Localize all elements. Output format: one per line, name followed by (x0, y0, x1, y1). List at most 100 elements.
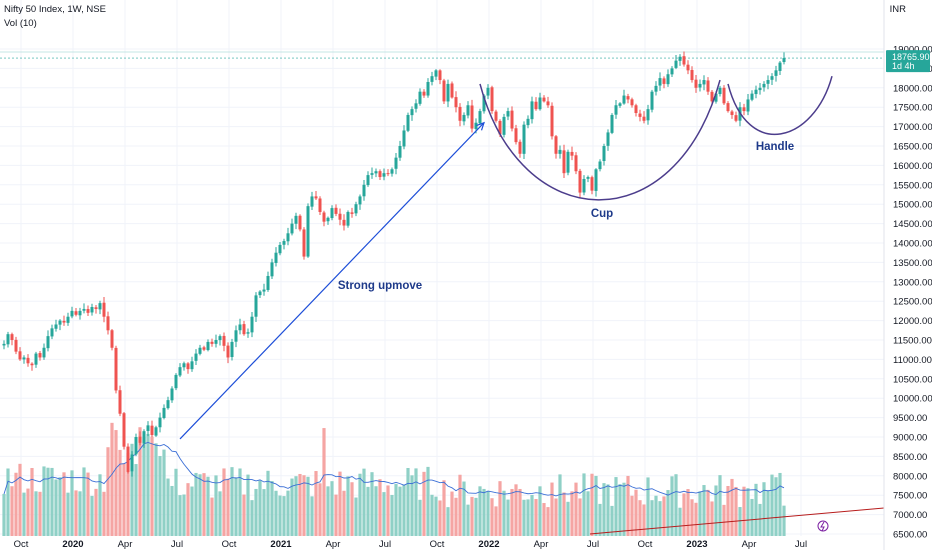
volume-bar (338, 471, 342, 536)
lightning-icon-glyph (820, 521, 825, 532)
candle-body (34, 353, 38, 365)
candle-body (434, 70, 438, 77)
candle-body (446, 83, 450, 102)
candle-body (414, 103, 418, 109)
candle-body (10, 334, 14, 340)
volume-bar (362, 468, 366, 536)
volume-bar (782, 505, 786, 536)
candle-body (42, 347, 46, 358)
price-tick-label: 15500.00 (893, 180, 932, 191)
candle-body (50, 328, 54, 337)
volume-bar (746, 488, 750, 536)
price-tick-label: 13000.00 (893, 277, 932, 288)
volume-bar (102, 491, 106, 536)
lightning-icon[interactable] (817, 520, 829, 532)
candle-body (758, 87, 762, 91)
candle-body (342, 219, 346, 226)
volume-bar (766, 490, 770, 536)
volume-bar (90, 495, 94, 536)
cup-curve (479, 79, 721, 201)
volume-bar (370, 472, 374, 536)
candle-body (762, 83, 766, 88)
volume-bar (566, 501, 570, 536)
volume-bar (146, 433, 150, 536)
candle-body (754, 89, 758, 95)
annotation-strong-upmove: Strong upmove (338, 280, 422, 292)
volume-bar (198, 474, 202, 536)
candle-body (690, 69, 694, 81)
volume-bar (606, 484, 610, 536)
candle-body (494, 111, 498, 121)
candlesticks (2, 51, 786, 477)
volume-bar (522, 499, 526, 536)
price-tick-label: 8000.00 (893, 471, 927, 482)
volume-bar (70, 470, 74, 536)
candle-body (590, 177, 594, 191)
candle-body (442, 80, 446, 102)
price-tick-label: 19000.00 (893, 45, 932, 56)
price-tick-label: 9000.00 (893, 433, 927, 444)
volume-bar (682, 493, 686, 536)
candle-body (354, 204, 358, 214)
candle-body (406, 114, 410, 131)
handle-curve (727, 75, 833, 136)
time-axis[interactable]: Oct 2020 Apr Jul Oct 2021 Apr Jul Oct 2022 Apr Jul O… (14, 539, 807, 550)
candle-body (682, 56, 686, 65)
candle-body (670, 68, 674, 75)
volume-bar (302, 475, 306, 536)
candle-body (678, 56, 682, 61)
volume-bar (734, 486, 738, 536)
volume-indicator-label[interactable]: Vol (10) (4, 18, 37, 29)
volume-bar (510, 488, 514, 536)
candle-body (426, 81, 430, 96)
candle-body (770, 76, 774, 80)
volume-bar (446, 507, 450, 536)
candle-body (26, 357, 30, 364)
volume-bar (722, 504, 726, 536)
volume-bar (462, 481, 466, 536)
candle-body (206, 341, 210, 351)
candle-body (726, 103, 730, 112)
candle-body (782, 58, 786, 63)
volume-bar (694, 502, 698, 536)
price-tick-label: 14000.00 (893, 239, 932, 250)
candle-body (530, 101, 534, 120)
price-tick-label: 6500.00 (893, 530, 927, 541)
volume-bar (170, 485, 174, 536)
price-tick-label: 14500.00 (893, 219, 932, 230)
candle-body (38, 353, 42, 358)
candle-body (46, 336, 50, 349)
candle-body (166, 400, 170, 409)
volume-bar (390, 494, 394, 536)
volume-bar (674, 474, 678, 536)
candle-body (302, 229, 306, 257)
symbol-title[interactable]: Nifty 50 Index, 1W, NSE (4, 4, 106, 15)
time-tick-label: Oct (638, 539, 653, 550)
candle-body (146, 425, 150, 431)
price-tick-label: 9500.00 (893, 413, 927, 424)
annotation-cup: Cup (591, 208, 613, 220)
candle-body (102, 302, 106, 317)
time-tick-label: Apr (326, 539, 341, 550)
volume-bar (386, 485, 390, 536)
candle-body (366, 175, 370, 186)
candle-body (746, 99, 750, 112)
volume-bar (166, 478, 170, 536)
volume-moving-average (3, 442, 785, 497)
upmove-arrow-head (476, 121, 485, 131)
candle-body (326, 217, 330, 222)
candle-body (654, 85, 658, 92)
candle-body (330, 208, 334, 219)
candle-body (462, 114, 466, 122)
volume-bar (206, 476, 210, 536)
price-tick-label: 17000.00 (893, 122, 932, 133)
candle-body (178, 367, 182, 376)
volume-bar (474, 497, 478, 536)
time-tick-label: Jul (587, 539, 599, 550)
volume-bar (710, 501, 714, 536)
candle-body (522, 124, 526, 154)
volume-bar (546, 507, 550, 536)
price-axis[interactable]: 6500.00 7000.00 7500.00 8000.00 8500.00 9000.… (883, 0, 932, 550)
candle-body (162, 407, 166, 419)
